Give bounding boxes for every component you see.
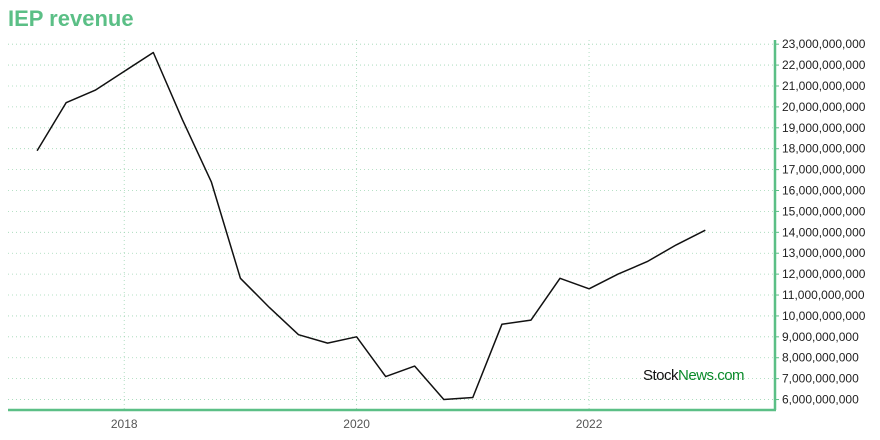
series-layer: [35, 51, 707, 402]
data-point: [384, 375, 388, 379]
x-tick-label: 2020: [343, 417, 370, 431]
chart-axes: [8, 40, 777, 412]
data-point: [209, 180, 213, 184]
data-point: [558, 276, 562, 280]
grid-lines: [8, 40, 779, 410]
x-tick-label: 2018: [111, 417, 138, 431]
data-point: [442, 398, 446, 402]
y-tick-label: 10,000,000,000: [782, 309, 866, 323]
data-point: [413, 364, 417, 368]
data-point: [355, 335, 359, 339]
chart-title: IEP revenue: [8, 6, 134, 31]
y-tick-label: 18,000,000,000: [782, 142, 866, 156]
data-point: [529, 318, 533, 322]
y-tick-label: 15,000,000,000: [782, 204, 866, 218]
y-tick-label: 8,000,000,000: [782, 351, 859, 365]
y-tick-label: 22,000,000,000: [782, 58, 866, 72]
data-point: [703, 228, 707, 232]
watermark-logo: StockNews.com: [643, 367, 744, 384]
y-tick-label: 21,000,000,000: [782, 79, 866, 93]
data-point: [616, 272, 620, 276]
data-point: [674, 243, 678, 247]
y-tick-label: 11,000,000,000: [782, 288, 865, 302]
y-tick-label: 9,000,000,000: [782, 330, 859, 344]
x-tick-labels: 2018 2020 2022: [111, 417, 603, 431]
data-point: [645, 260, 649, 264]
y-tick-label: 20,000,000,000: [782, 100, 866, 114]
data-point: [35, 149, 39, 153]
data-point: [326, 341, 330, 345]
data-point: [500, 322, 504, 326]
data-point: [297, 333, 301, 337]
y-tick-label: 17,000,000,000: [782, 163, 866, 177]
y-tick-label: 19,000,000,000: [782, 121, 866, 135]
data-point: [64, 101, 68, 105]
watermark-news: News: [678, 367, 714, 384]
y-tick-label: 16,000,000,000: [782, 184, 866, 198]
watermark-com: .com: [714, 367, 745, 384]
y-tick-label: 6,000,000,000: [782, 393, 859, 407]
y-tick-label: 23,000,000,000: [782, 37, 866, 51]
x-tick-label: 2022: [576, 417, 603, 431]
y-tick-label: 12,000,000,000: [782, 267, 866, 281]
data-point: [587, 287, 591, 291]
watermark-stock: Stock: [643, 367, 679, 384]
revenue-series-line: [36, 51, 706, 401]
data-point: [151, 51, 155, 55]
data-point: [267, 306, 271, 310]
data-point: [93, 88, 97, 92]
y-tick-label: 13,000,000,000: [782, 246, 866, 260]
y-tick-labels: 6,000,000,000 7,000,000,000 8,000,000,000 9…: [782, 37, 866, 406]
y-tick-label: 7,000,000,000: [782, 372, 859, 386]
y-tick-label: 14,000,000,000: [782, 225, 866, 239]
data-point: [122, 69, 126, 73]
data-point: [180, 117, 184, 121]
data-point: [238, 276, 242, 280]
data-point: [471, 395, 475, 399]
